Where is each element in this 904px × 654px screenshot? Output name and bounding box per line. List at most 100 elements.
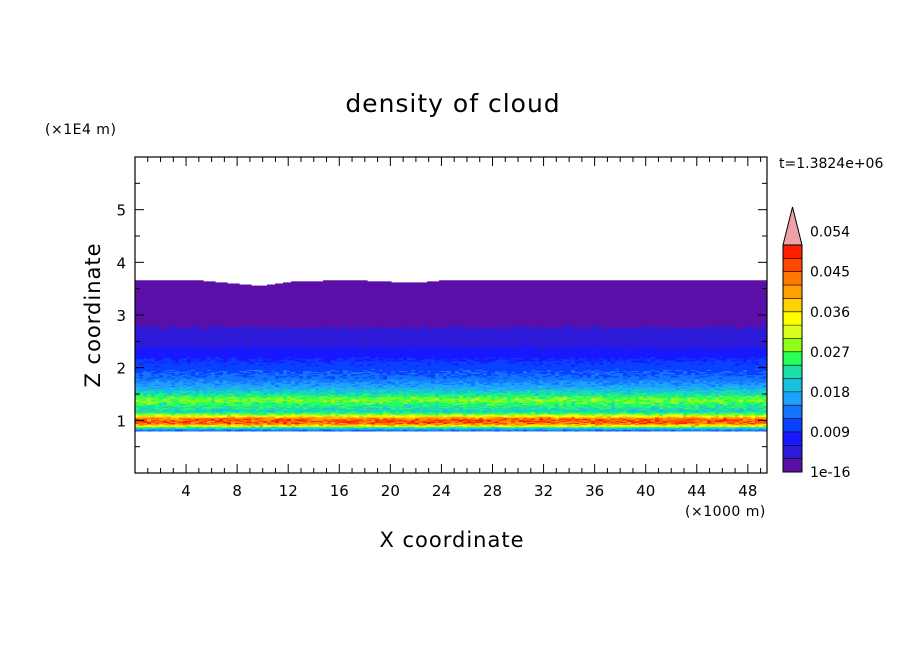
density-cell	[183, 284, 188, 287]
density-cell	[183, 383, 188, 385]
density-cell	[155, 312, 160, 314]
density-cell	[151, 386, 156, 388]
density-cell	[155, 330, 160, 332]
density-cell	[159, 401, 164, 403]
density-cell	[135, 323, 140, 326]
density-cell	[139, 325, 144, 328]
density-cell	[135, 343, 140, 346]
density-cell	[179, 353, 184, 356]
density-cell	[147, 295, 152, 297]
density-cell	[135, 387, 140, 390]
density-cell	[171, 400, 176, 402]
density-cell	[139, 388, 144, 391]
density-cell	[147, 378, 152, 381]
density-cell	[143, 342, 148, 345]
density-cell	[171, 358, 176, 361]
density-cell	[139, 383, 144, 385]
density-cell	[203, 343, 208, 346]
y-unit-label: (×1E4 m)	[45, 122, 116, 138]
density-cell	[167, 350, 172, 352]
density-cell	[167, 339, 172, 342]
density-cell	[135, 370, 140, 373]
density-cell	[167, 282, 172, 285]
density-cell	[203, 338, 208, 341]
density-cell	[175, 403, 180, 405]
density-cell	[159, 314, 164, 316]
density-cell	[183, 304, 188, 307]
density-cell	[187, 308, 192, 311]
density-cell	[199, 354, 204, 357]
density-cell	[167, 407, 172, 410]
density-cell	[191, 353, 196, 356]
density-cell	[159, 293, 164, 295]
density-cell	[167, 379, 172, 382]
density-cell	[147, 422, 152, 425]
density-cell	[139, 330, 144, 332]
density-cell	[167, 364, 172, 366]
density-cell	[135, 358, 140, 361]
density-cell	[195, 412, 200, 415]
density-cell	[155, 413, 160, 416]
density-cell	[139, 414, 144, 417]
density-cell	[211, 281, 216, 284]
density-cell	[159, 353, 164, 356]
density-cell	[135, 282, 140, 285]
density-cell	[191, 284, 196, 287]
density-cell	[195, 408, 200, 411]
density-cell	[203, 401, 208, 403]
density-cell	[203, 319, 208, 322]
density-cell	[195, 290, 200, 293]
density-cell	[135, 393, 140, 396]
density-cell	[155, 418, 160, 420]
density-cell	[203, 405, 208, 408]
density-cell	[147, 290, 152, 293]
density-cell	[155, 281, 160, 284]
density-cell	[159, 359, 164, 362]
density-cell	[199, 340, 204, 343]
density-cell	[135, 313, 140, 315]
density-cell	[151, 410, 156, 413]
density-cell	[151, 335, 156, 338]
density-cell	[163, 348, 168, 350]
density-cell	[135, 396, 140, 399]
density-cell	[159, 367, 164, 369]
density-cell	[199, 316, 204, 318]
density-cell	[195, 357, 200, 360]
density-cell	[155, 389, 160, 392]
density-cell	[135, 385, 140, 387]
density-cell	[151, 353, 156, 356]
density-cell	[171, 320, 176, 323]
density-cell	[175, 367, 180, 369]
density-cell	[199, 297, 204, 299]
density-cell	[147, 418, 152, 420]
density-cell	[155, 303, 160, 306]
density-cell	[203, 376, 208, 379]
density-cell	[147, 395, 152, 398]
density-cell	[151, 302, 156, 305]
density-cell	[191, 412, 196, 415]
density-cell	[143, 355, 148, 358]
density-cell	[175, 283, 180, 286]
density-cell	[199, 293, 204, 295]
density-cell	[167, 408, 172, 411]
density-cell	[151, 316, 156, 318]
density-cell	[155, 346, 160, 348]
density-cell	[175, 372, 180, 375]
density-cell	[175, 320, 180, 323]
density-cell	[151, 375, 156, 378]
density-cell	[159, 329, 164, 331]
density-cell	[187, 280, 192, 282]
density-cell	[175, 301, 180, 304]
density-cell	[167, 385, 172, 387]
density-cell	[159, 309, 164, 312]
density-cell	[151, 309, 156, 312]
density-cell	[195, 366, 200, 368]
density-cell	[147, 392, 152, 395]
density-cell	[171, 296, 176, 298]
density-cell	[187, 374, 192, 377]
density-cell	[203, 400, 208, 402]
density-cell	[143, 337, 148, 340]
density-cell	[143, 377, 148, 380]
density-cell	[147, 335, 152, 338]
density-cell	[183, 429, 188, 432]
